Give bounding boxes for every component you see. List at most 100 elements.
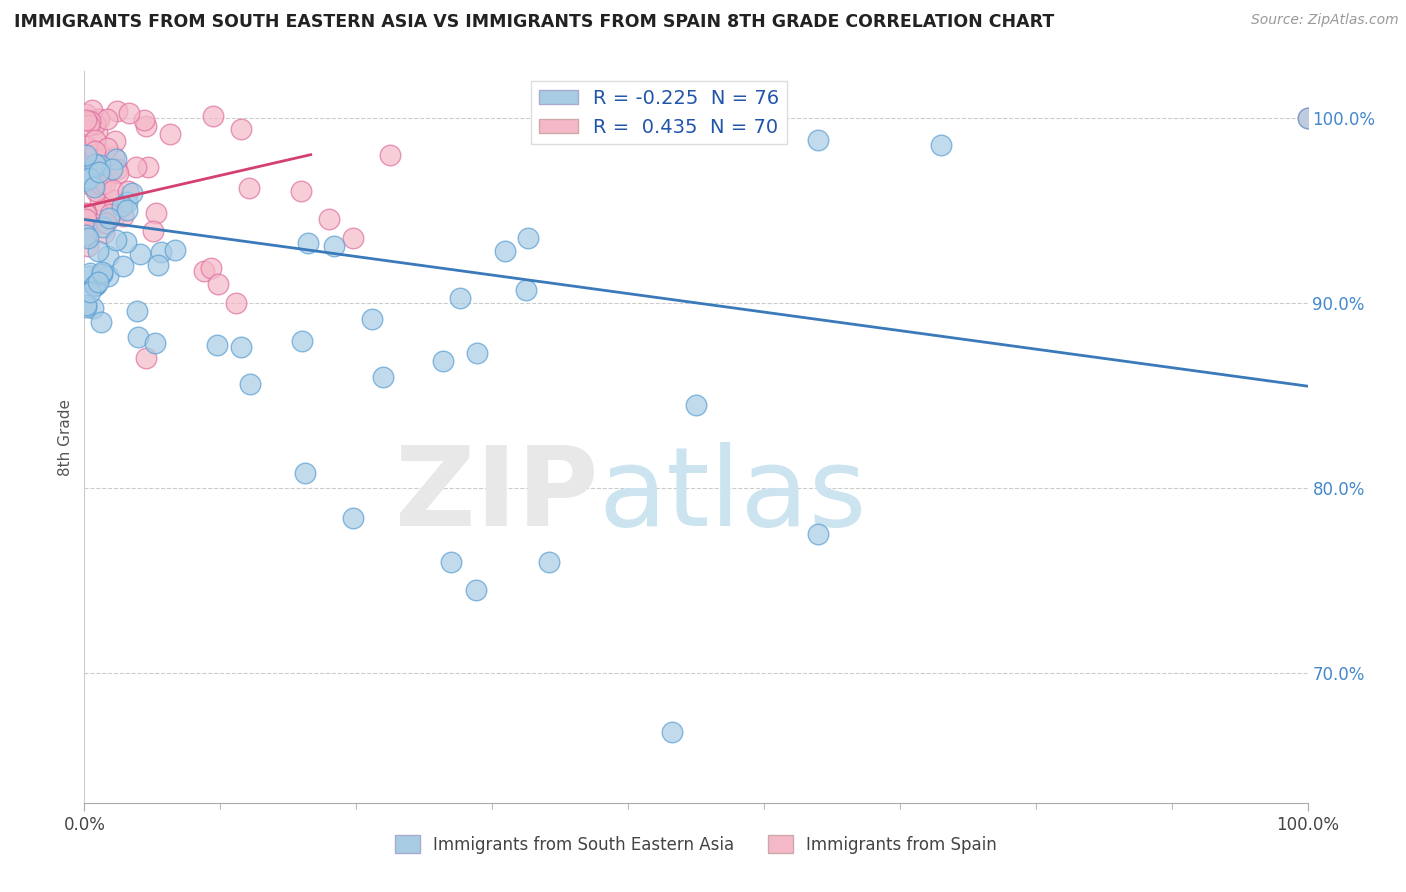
Point (76, 173, 98, 187)
Point (145, 206, 167, 220)
Point (80, 143, 103, 157)
Point (86, 275, 108, 289)
Point (83, 148, 105, 162)
Point (117, 184, 139, 198)
Point (201, 109, 224, 123)
Point (77, 118, 100, 132)
Point (86, 159, 108, 173)
Point (115, 203, 138, 218)
Point (98, 207, 121, 221)
Point (494, 244, 516, 258)
Point (93, 226, 115, 240)
Point (75, 207, 97, 221)
Point (87, 244, 110, 258)
Point (75, 228, 97, 243)
Point (207, 277, 229, 292)
Point (89, 158, 111, 172)
Point (465, 345, 488, 359)
Point (517, 231, 540, 245)
Point (75, 176, 97, 190)
Point (132, 112, 155, 127)
Point (94, 201, 117, 215)
Text: IMMIGRANTS FROM SOUTH EASTERN ASIA VS IMMIGRANTS FROM SPAIN 8TH GRADE CORRELATIO: IMMIGRANTS FROM SOUTH EASTERN ASIA VS IM… (14, 13, 1054, 31)
Point (84, 144, 107, 158)
Point (294, 466, 316, 480)
Point (432, 354, 454, 368)
Point (1296, 111, 1319, 125)
Point (79, 266, 101, 280)
Point (75, 206, 97, 220)
Point (96, 216, 118, 230)
Point (150, 245, 173, 260)
Point (89, 194, 111, 208)
Point (83, 278, 105, 293)
Point (97, 269, 120, 284)
Point (342, 231, 364, 245)
Point (83, 169, 105, 184)
Point (86, 125, 108, 139)
Point (290, 184, 312, 198)
Point (135, 351, 157, 366)
Point (96, 112, 118, 126)
Point (807, 133, 830, 147)
Point (163, 243, 186, 257)
Point (82, 178, 104, 192)
Point (111, 209, 134, 223)
Point (105, 162, 128, 177)
Point (225, 295, 247, 310)
Point (75, 112, 97, 127)
Point (159, 127, 181, 141)
Point (121, 186, 143, 200)
Point (87, 112, 110, 126)
Point (90, 315, 112, 329)
Point (464, 582, 486, 597)
Point (118, 106, 141, 120)
Point (342, 510, 364, 524)
Point (145, 336, 167, 351)
Point (79, 171, 101, 186)
Text: atlas: atlas (598, 442, 866, 549)
Y-axis label: 8th Grade: 8th Grade (58, 399, 73, 475)
Point (440, 555, 463, 569)
Point (104, 134, 127, 148)
Point (91, 265, 114, 279)
Point (97, 249, 120, 263)
Point (685, 398, 707, 412)
Point (80, 103, 103, 117)
Point (84, 133, 107, 147)
Point (200, 261, 222, 276)
Point (96, 141, 118, 155)
Point (75, 300, 97, 314)
Point (1296, 111, 1319, 125)
Point (115, 195, 138, 210)
Point (142, 223, 165, 237)
Point (79, 285, 101, 299)
Point (79, 114, 101, 128)
Point (75, 138, 97, 153)
Point (76, 166, 98, 180)
Point (193, 264, 215, 278)
Point (135, 119, 157, 133)
Point (929, 138, 952, 153)
Point (290, 334, 312, 348)
Point (75, 298, 97, 312)
Point (84, 157, 107, 171)
Point (238, 181, 260, 195)
Point (84, 184, 107, 198)
Point (239, 376, 262, 391)
Point (360, 312, 382, 326)
Point (515, 283, 537, 297)
Point (87, 112, 110, 126)
Point (101, 183, 124, 197)
Point (94, 176, 117, 190)
Point (103, 193, 125, 207)
Point (103, 149, 125, 163)
Point (231, 340, 253, 354)
Point (538, 555, 561, 569)
Point (318, 212, 340, 227)
Point (77, 239, 100, 253)
Point (89, 164, 111, 178)
Point (111, 259, 134, 273)
Point (97, 211, 120, 226)
Point (100, 162, 122, 177)
